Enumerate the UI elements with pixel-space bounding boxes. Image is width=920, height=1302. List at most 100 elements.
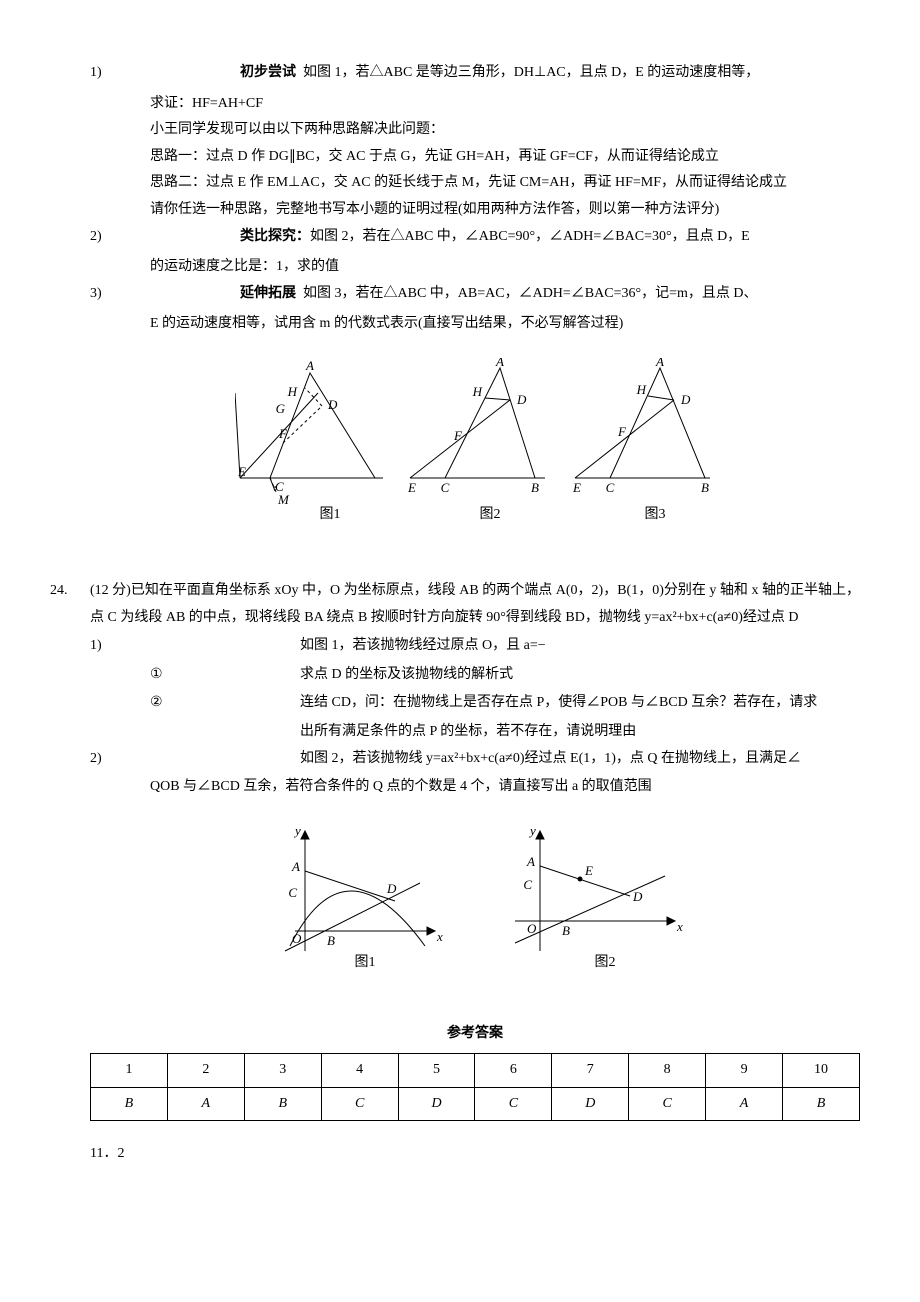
q24-1: 1) 如图 1，若该抛物线经过原点 O，且 a=− [90,633,860,660]
svg-text:B: B [701,480,709,495]
q24-1a-num: ① [150,662,300,689]
q11: 11．2 [90,1141,860,1168]
q24: 24. (12 分)已知在平面直角坐标系 xOy 中，O 为坐标原点，线段 AB… [90,578,860,631]
q24-1b-num: ② [150,690,300,717]
svg-text:D: D [680,392,691,407]
answer-table: 1 2 3 4 5 6 7 8 9 10 B A B C D C D C A B [90,1053,860,1121]
q24-2-l2: QOB 与∠BCD 互余，若符合条件的 Q 点的个数是 4 个，请直接写出 a … [150,774,860,801]
svg-text:F: F [617,424,627,439]
svg-text:x: x [676,919,683,934]
ans-h10: 10 [783,1054,860,1088]
ans-h6: 6 [475,1054,552,1088]
svg-text:M: M [277,492,290,507]
q24-fig1-svg: x y A C D O B 图1 [265,821,445,971]
q24-1-num: 1) [90,633,150,660]
svg-text:图3: 图3 [645,507,666,522]
svg-text:O: O [292,931,302,946]
svg-text:H: H [636,382,647,397]
q23-1-l4: 思路一：过点 D 作 DG∥BC，交 AC 于点 G，先证 GH=AH，再证 G… [150,144,860,171]
ans-h3: 3 [244,1054,321,1088]
ans-v4: C [321,1087,398,1121]
svg-text:D: D [516,392,527,407]
q24-1-text: 如图 1，若该抛物线经过原点 O，且 a=− [300,633,860,660]
q24-figures: x y A C D O B 图1 x y A C E D O B 图2 [90,821,860,971]
q23-1-l5: 思路二：过点 E 作 EM⊥AC，交 AC 的延长线于点 M，先证 CM=AH，… [150,170,860,197]
answer-value-row: B A B C D C D C A B [91,1087,860,1121]
answer-title: 参考答案 [90,1021,860,1048]
svg-text:B: B [562,923,570,938]
q23-1-num: 1) [90,60,240,87]
ans-h1: 1 [91,1054,168,1088]
fig2-svg: A H D F E C B 图2 [405,358,550,528]
ans-v10: B [783,1087,860,1121]
q23-part2: 2) 类比探究：如图 2，若在△ABC 中，∠ABC=90°，∠ADH=∠BAC… [90,224,860,251]
svg-text:H: H [287,384,298,399]
ans-v3: B [244,1087,321,1121]
q24-intro: (12 分)已知在平面直角坐标系 xOy 中，O 为坐标原点，线段 AB 的两个… [90,578,860,631]
ans-v5: D [398,1087,475,1121]
ans-h4: 4 [321,1054,398,1088]
svg-text:C: C [441,480,450,495]
ans-v2: A [167,1087,244,1121]
svg-text:D: D [632,889,643,904]
q23-part3: 3) 延伸拓展 如图 3，若在△ABC 中，AB=AC，∠ADH=∠BAC=36… [90,281,860,308]
q24-1b: ② 连结 CD，问：在抛物线上是否存在点 P，使得∠POB 与∠BCD 互余？若… [150,690,860,717]
svg-text:A: A [291,859,300,874]
svg-text:C: C [606,480,615,495]
svg-text:E: E [407,480,416,495]
svg-text:O: O [527,921,537,936]
q23-part1: 1) 初步尝试 如图 1，若△ABC 是等边三角形，DH⊥AC，且点 D，E 的… [90,60,860,87]
q23-2-text: 类比探究：如图 2，若在△ABC 中，∠ABC=90°，∠ADH=∠BAC=30… [240,224,860,251]
ans-v1: B [91,1087,168,1121]
ans-v9: A [706,1087,783,1121]
svg-text:E: E [584,863,593,878]
q23-1-l3: 小王同学发现可以由以下两种思路解决此问题： [150,117,860,144]
fig1-svg: A H G D F E C M 图1 [235,358,385,528]
svg-text:H: H [472,384,483,399]
ans-h8: 8 [629,1054,706,1088]
q23-1-l2: 求证：HF=AH+CF [150,91,860,118]
svg-text:y: y [293,823,301,838]
q24-2: 2) 如图 2，若该抛物线 y=ax²+bx+c(a≠0)经过点 E(1，1)，… [90,746,860,773]
ans-h2: 2 [167,1054,244,1088]
q24-num: 24. [50,578,90,631]
q23-3-text: 延伸拓展 如图 3，若在△ABC 中，AB=AC，∠ADH=∠BAC=36°，记… [240,281,860,308]
svg-text:F: F [278,426,288,441]
q24-1a-text: 求点 D 的坐标及该抛物线的解析式 [300,662,860,689]
svg-text:A: A [305,358,314,373]
svg-text:C: C [523,877,532,892]
q24-1a: ① 求点 D 的坐标及该抛物线的解析式 [150,662,860,689]
ans-h9: 9 [706,1054,783,1088]
fig3-svg: A H D F E C B 图3 [570,358,715,528]
svg-text:C: C [288,885,297,900]
svg-text:x: x [436,929,443,944]
q24-2-text: 如图 2，若该抛物线 y=ax²+bx+c(a≠0)经过点 E(1，1)，点 Q… [300,746,860,773]
q24-fig2-svg: x y A C E D O B 图2 [505,821,685,971]
ans-h5: 5 [398,1054,475,1088]
q24-1b-l2: 出所有满足条件的点 P 的坐标，若不存在，请说明理由 [300,719,860,746]
svg-text:图2: 图2 [480,507,501,522]
svg-text:图2: 图2 [595,955,616,970]
q24-1b-text: 连结 CD，问：在抛物线上是否存在点 P，使得∠POB 与∠BCD 互余？若存在… [300,690,860,717]
q23-2-num: 2) [90,224,240,251]
svg-text:E: E [237,464,246,479]
q23-1-text: 初步尝试 如图 1，若△ABC 是等边三角形，DH⊥AC，且点 D，E 的运动速… [240,60,860,87]
svg-text:A: A [526,854,535,869]
svg-text:图1: 图1 [320,507,341,522]
svg-text:A: A [655,358,664,369]
ans-v6: C [475,1087,552,1121]
svg-text:A: A [495,358,504,369]
svg-text:y: y [528,823,536,838]
q23-figures: A H G D F E C M 图1 A H D F E C B 图2 A [90,358,860,528]
svg-text:图1: 图1 [355,955,376,970]
ans-v8: C [629,1087,706,1121]
q23-2-l2: 的运动速度之比是：1，求的值 [150,254,860,281]
ans-v7: D [552,1087,629,1121]
svg-text:B: B [327,933,335,948]
svg-text:B: B [531,480,539,495]
svg-text:G: G [276,401,286,416]
q24-2-num: 2) [90,746,150,773]
svg-text:E: E [572,480,581,495]
q23-3-num: 3) [90,281,240,308]
ans-h7: 7 [552,1054,629,1088]
